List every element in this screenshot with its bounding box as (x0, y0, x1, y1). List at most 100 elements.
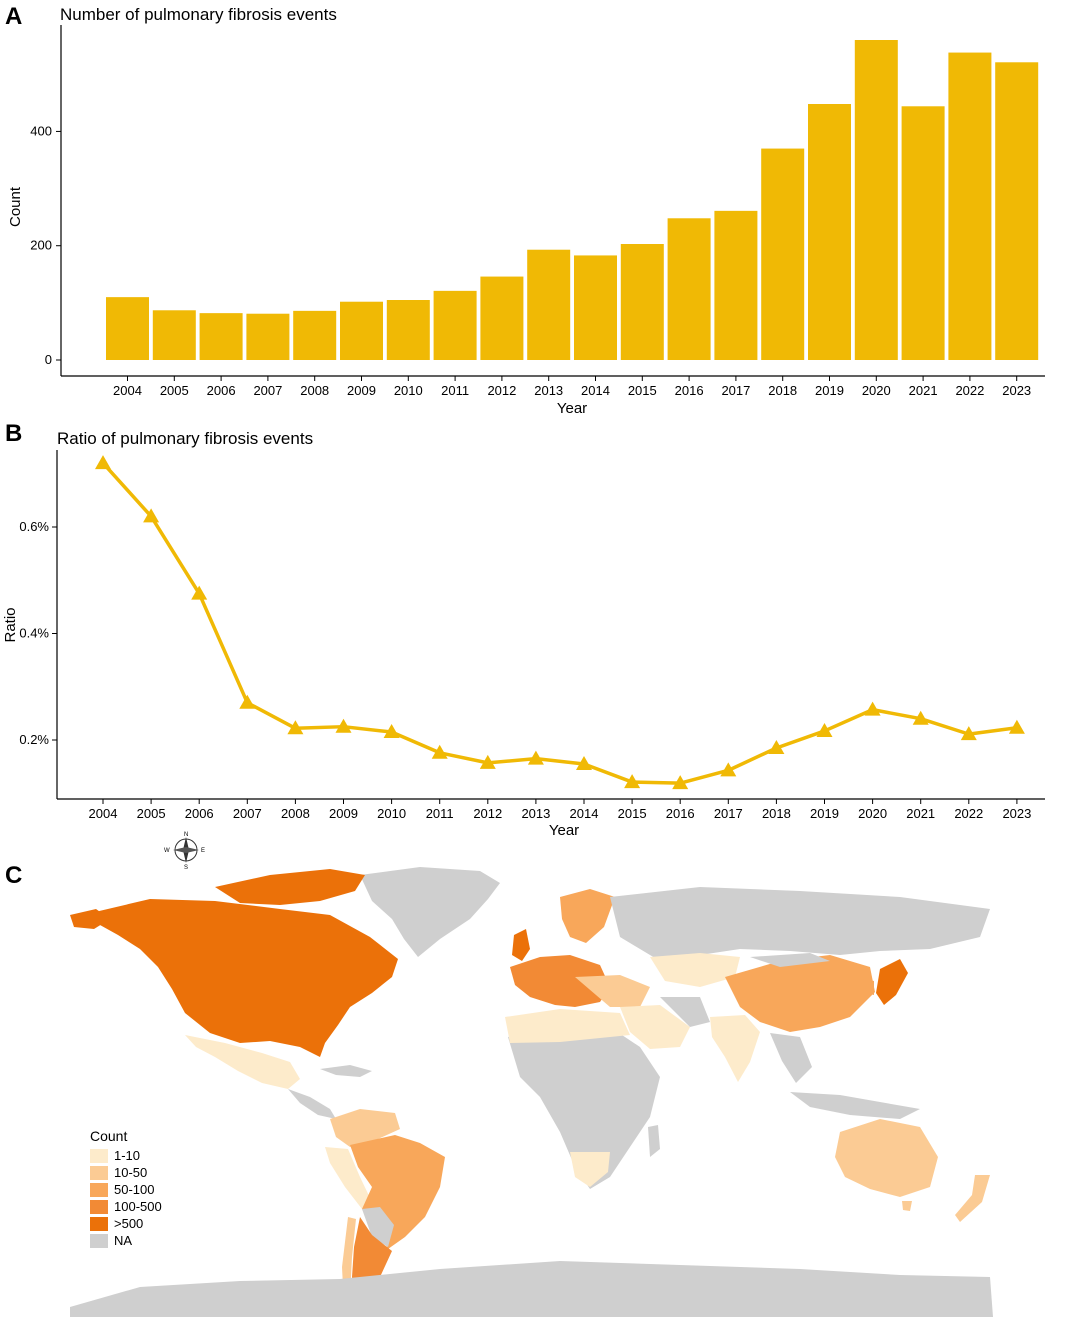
panel-letter-c: C (5, 862, 23, 889)
legend-label: 10-50 (114, 1165, 148, 1180)
legend-item: >500 (90, 1215, 162, 1232)
bar-chart-title: Number of pulmonary fibrosis events (60, 5, 337, 24)
map-region-australia (835, 1119, 938, 1197)
bar-2022 (948, 52, 992, 360)
x-tick-label: 2023 (1002, 383, 1031, 398)
legend-item: 10-50 (90, 1164, 162, 1181)
legend-swatch (90, 1199, 108, 1214)
x-tick-label: 2007 (233, 806, 262, 821)
y-tick-label: 200 (30, 238, 52, 253)
x-tick-label: 2006 (185, 806, 214, 821)
bar-2016 (667, 218, 711, 360)
x-tick-label: 2022 (955, 383, 984, 398)
bar-2004 (106, 297, 149, 360)
x-tick-label: 2011 (426, 806, 454, 821)
map-region-peru (325, 1147, 372, 1209)
map-region-middle-east (620, 1005, 690, 1049)
x-tick-label: 2013 (534, 383, 563, 398)
x-tick-label: 2008 (281, 806, 310, 821)
compass-n-label: N (184, 832, 188, 838)
y-axis-label: Ratio (2, 607, 19, 642)
map-region-caribbean (320, 1065, 372, 1077)
legend-label: >500 (114, 1216, 144, 1231)
x-tick-label: 2018 (762, 806, 791, 821)
map-region-north-africa (505, 1009, 630, 1043)
map-region-south-africa (570, 1152, 610, 1187)
line-chart-title: Ratio of pulmonary fibrosis events (57, 429, 313, 448)
legend-label: 50-100 (114, 1182, 155, 1197)
point-2023 (1008, 719, 1025, 734)
y-tick-label: 0.2% (19, 732, 49, 747)
x-tick-label: 2018 (768, 383, 797, 398)
bar-2011 (433, 290, 477, 360)
bar-2005 (152, 310, 196, 360)
x-tick-label: 2012 (487, 383, 516, 398)
x-tick-label: 2010 (394, 383, 423, 398)
x-tick-label: 2004 (113, 383, 142, 398)
bar-2012 (480, 276, 524, 360)
x-tick-label: 2013 (521, 806, 550, 821)
ratio-series-line (101, 461, 1018, 785)
point-2015 (624, 774, 641, 789)
map-region-china (725, 955, 875, 1032)
x-tick-label: 2005 (160, 383, 189, 398)
point-2017 (720, 762, 737, 777)
point-2013 (527, 750, 544, 765)
legend-item: NA (90, 1232, 162, 1249)
point-2005 (143, 508, 160, 523)
legend-swatch (90, 1165, 108, 1180)
legend-swatch (90, 1148, 108, 1163)
x-tick-label: 2014 (581, 383, 610, 398)
x-tick-label: 2004 (89, 806, 118, 821)
x-tick-label: 2010 (377, 806, 406, 821)
compass-e-label: E (201, 848, 205, 854)
world-map (70, 867, 993, 1317)
point-2020 (864, 701, 881, 716)
legend-swatch (90, 1216, 108, 1231)
bar-2006 (199, 313, 243, 360)
panel-letter-a: A (5, 3, 23, 30)
map-region-colombia-venezuela (330, 1109, 400, 1147)
x-tick-label: 2014 (570, 806, 599, 821)
x-tick-label: 2023 (1002, 806, 1031, 821)
map-region-africa (508, 1025, 660, 1189)
x-tick-label: 2017 (721, 383, 750, 398)
point-2008 (287, 720, 304, 735)
point-2009 (335, 718, 352, 733)
bar-2014 (574, 255, 617, 360)
x-tick-label: 2007 (253, 383, 282, 398)
bar-2017 (714, 210, 758, 360)
bar-2019 (808, 104, 851, 360)
map-legend: Count 1-10 10-50 50-100 100-500 >500 NA (90, 1128, 162, 1249)
map-region-new-zealand (955, 1175, 990, 1222)
point-2014 (576, 755, 592, 770)
compass-rose-icon: N S E W (164, 832, 205, 870)
x-tick-label: 2021 (906, 806, 935, 821)
x-tick-label: 2009 (347, 383, 376, 398)
legend-label: 1-10 (114, 1148, 141, 1163)
x-tick-label: 2016 (666, 806, 695, 821)
map-region-greenland (360, 867, 500, 957)
bar-2018 (761, 148, 805, 360)
bar-2021 (901, 106, 945, 361)
x-tick-label: 2012 (473, 806, 502, 821)
y-tick-label: 400 (30, 123, 52, 138)
bar-2015 (620, 244, 664, 360)
map-region-mongolia (750, 953, 830, 967)
x-tick-label: 2009 (329, 806, 358, 821)
legend-item: 50-100 (90, 1181, 162, 1198)
x-tick-label: 2015 (628, 383, 657, 398)
compass-s-label: S (184, 865, 188, 870)
legend-item: 100-500 (90, 1198, 162, 1215)
point-2022 (960, 726, 977, 741)
point-2019 (816, 722, 833, 737)
legend-label: NA (114, 1233, 133, 1248)
x-tick-label: 2011 (441, 383, 469, 398)
x-tick-label: 2021 (909, 383, 938, 398)
y-axis-label: Count (7, 186, 24, 227)
bar-2010 (386, 300, 430, 360)
legend-item: 1-10 (90, 1147, 162, 1164)
point-2004 (95, 455, 111, 470)
point-2007 (239, 694, 256, 709)
legend-label: 100-500 (114, 1199, 162, 1214)
